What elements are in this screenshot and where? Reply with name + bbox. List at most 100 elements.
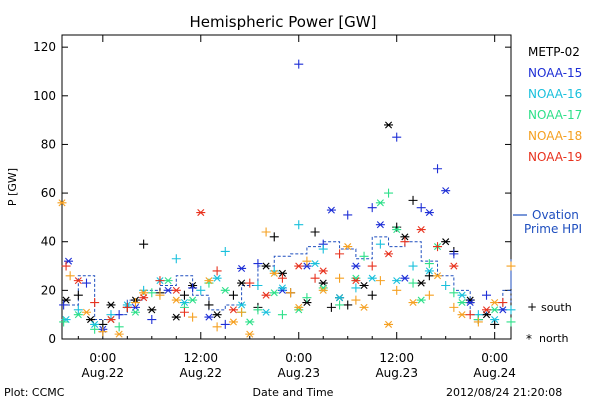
y-tick-label: 80 xyxy=(41,137,56,151)
data-point-north xyxy=(237,301,247,309)
data-point-north xyxy=(212,274,222,282)
data-point-south xyxy=(449,302,459,312)
data-point-north xyxy=(220,286,230,294)
y-axis: 0 20 40 60 80 100 120 xyxy=(33,40,511,346)
data-point-south xyxy=(294,220,304,230)
data-point-south xyxy=(188,312,198,322)
data-point-south xyxy=(237,307,247,317)
x-tick-time-label: 0:00 xyxy=(89,351,116,365)
data-point-north xyxy=(294,303,304,311)
data-point-north xyxy=(343,243,353,251)
data-point-south xyxy=(335,300,345,310)
legend-entry-noaa-18: NOAA-18 xyxy=(528,129,582,143)
data-point-north xyxy=(359,303,369,311)
data-point-south xyxy=(261,227,271,237)
data-point-south xyxy=(367,203,377,213)
data-point-south xyxy=(204,300,214,310)
south-marker-label: south xyxy=(541,301,572,314)
legend-entry-noaa-15: NOAA-15 xyxy=(528,66,582,80)
data-point-north xyxy=(351,262,361,270)
data-point-south xyxy=(98,327,108,337)
data-point-north xyxy=(212,311,222,319)
data-point-south xyxy=(179,307,189,317)
data-point-south xyxy=(433,164,443,174)
data-point-south xyxy=(220,246,230,256)
data-point-south xyxy=(277,310,287,320)
data-point-north xyxy=(277,284,287,292)
data-point-north xyxy=(351,277,361,285)
data-point-north xyxy=(457,298,467,307)
x-tick-date-label: Aug.22 xyxy=(82,366,125,380)
data-point-south xyxy=(59,300,69,310)
data-point-north xyxy=(139,294,149,302)
data-point-north xyxy=(457,311,467,319)
data-point-south xyxy=(61,261,71,271)
data-point-south xyxy=(147,315,157,325)
data-point-south xyxy=(220,319,230,329)
data-point-north xyxy=(400,274,410,282)
y-tick-label: 20 xyxy=(41,283,56,297)
data-point-north xyxy=(61,296,71,304)
x-axis-label: Date and Time xyxy=(253,386,334,399)
data-point-north xyxy=(375,199,385,207)
data-point-north xyxy=(261,262,271,270)
data-point-north xyxy=(424,267,434,275)
data-point-south xyxy=(318,244,328,254)
data-point-south xyxy=(106,310,116,320)
data-point-north xyxy=(498,306,508,314)
legend-entry-noaa-16: NOAA-16 xyxy=(528,87,582,101)
data-point-south xyxy=(212,266,222,276)
data-point-south xyxy=(465,310,475,320)
data-point-north xyxy=(204,277,214,285)
data-point-south xyxy=(408,261,418,271)
data-point-south xyxy=(228,290,238,300)
data-point-north xyxy=(269,289,279,297)
data-point-south xyxy=(212,322,222,332)
ovation-legend-line2: Prime HPI xyxy=(524,222,582,236)
data-point-south xyxy=(294,59,304,69)
north-marker-label: north xyxy=(539,332,569,345)
legend-entry-noaa-19: NOAA-19 xyxy=(528,150,582,164)
data-point-south xyxy=(506,305,516,315)
data-point-north xyxy=(130,308,140,316)
data-point-north xyxy=(228,306,238,314)
data-point-north xyxy=(204,313,214,321)
data-point-north xyxy=(269,269,279,277)
data-point-south xyxy=(310,227,320,237)
data-point-north xyxy=(90,320,100,328)
data-point-south xyxy=(114,310,124,320)
x-axis: 0:00Aug.2212:00Aug.220:00Aug.2312:00Aug.… xyxy=(77,35,516,380)
data-point-south xyxy=(424,259,434,269)
data-point-south xyxy=(449,249,459,259)
data-point-south xyxy=(335,249,345,259)
data-point-north xyxy=(64,257,74,265)
data-point-north xyxy=(490,316,500,324)
data-point-north xyxy=(196,208,206,217)
data-point-south xyxy=(490,319,500,329)
data-point-north xyxy=(188,296,198,304)
data-point-south xyxy=(375,276,385,286)
data-point-south xyxy=(269,232,279,242)
data-point-north xyxy=(228,318,238,326)
data-point-south xyxy=(59,317,69,327)
data-point-south xyxy=(335,273,345,283)
data-point-north xyxy=(318,286,328,294)
chart-title: Hemispheric Power [GW] xyxy=(190,13,377,31)
data-point-south xyxy=(196,285,206,295)
data-point-north xyxy=(416,226,426,234)
x-tick-date-label: Aug.23 xyxy=(277,366,320,380)
data-point-south xyxy=(343,300,353,310)
data-point-north xyxy=(171,296,181,304)
south-marker-symbol: + xyxy=(527,300,537,314)
data-point-south xyxy=(171,254,181,264)
data-point-north xyxy=(106,316,116,324)
data-point-north xyxy=(416,296,426,304)
data-point-south xyxy=(367,290,377,300)
data-point-north xyxy=(392,277,402,285)
data-point-south xyxy=(351,295,361,305)
data-point-north xyxy=(245,330,255,338)
data-point-south xyxy=(441,280,451,290)
y-tick-label: 120 xyxy=(33,40,56,54)
data-point-north xyxy=(392,226,402,234)
